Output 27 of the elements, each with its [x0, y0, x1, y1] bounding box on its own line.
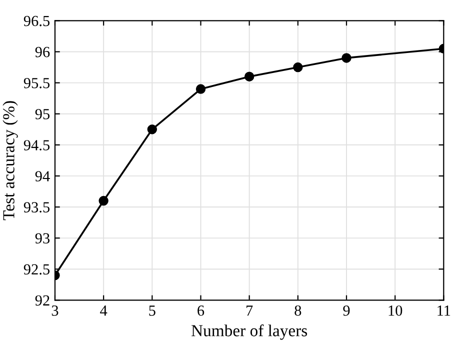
point: [196, 84, 206, 94]
point: [244, 72, 254, 82]
y-tick-label: 96: [35, 46, 50, 58]
x-axis-title: Number of layers: [191, 324, 308, 340]
x-tick-label: 6: [198, 305, 204, 316]
x-tick-label: 9: [343, 305, 350, 316]
point: [342, 53, 352, 63]
y-tick-label: 94.5: [24, 140, 50, 150]
x-tick-label: 3: [52, 305, 58, 316]
y-tick-label: 92: [35, 295, 50, 306]
y-tick-label: 94: [35, 171, 50, 182]
x-tick-label: 7: [246, 306, 253, 316]
y-tick-label: 96.5: [24, 16, 50, 26]
y-tick-label: 95: [35, 109, 50, 120]
y-tick-label: 93.5: [24, 202, 50, 213]
x-tick-label: 8: [294, 305, 302, 316]
y-axis-title: Test accuracy (%): [2, 101, 18, 220]
point: [147, 124, 158, 134]
point: [98, 196, 108, 206]
point: [293, 62, 303, 72]
x-tick-label: 11: [438, 306, 450, 316]
x-tick-label: 4: [100, 306, 108, 316]
x-tick-label: 10: [388, 305, 402, 316]
y-tick-label: 92.5: [24, 264, 50, 275]
x-tick-label: 5: [149, 306, 156, 316]
y-tick-label: 93: [35, 233, 50, 244]
y-tick-label: 95.5: [24, 78, 50, 88]
